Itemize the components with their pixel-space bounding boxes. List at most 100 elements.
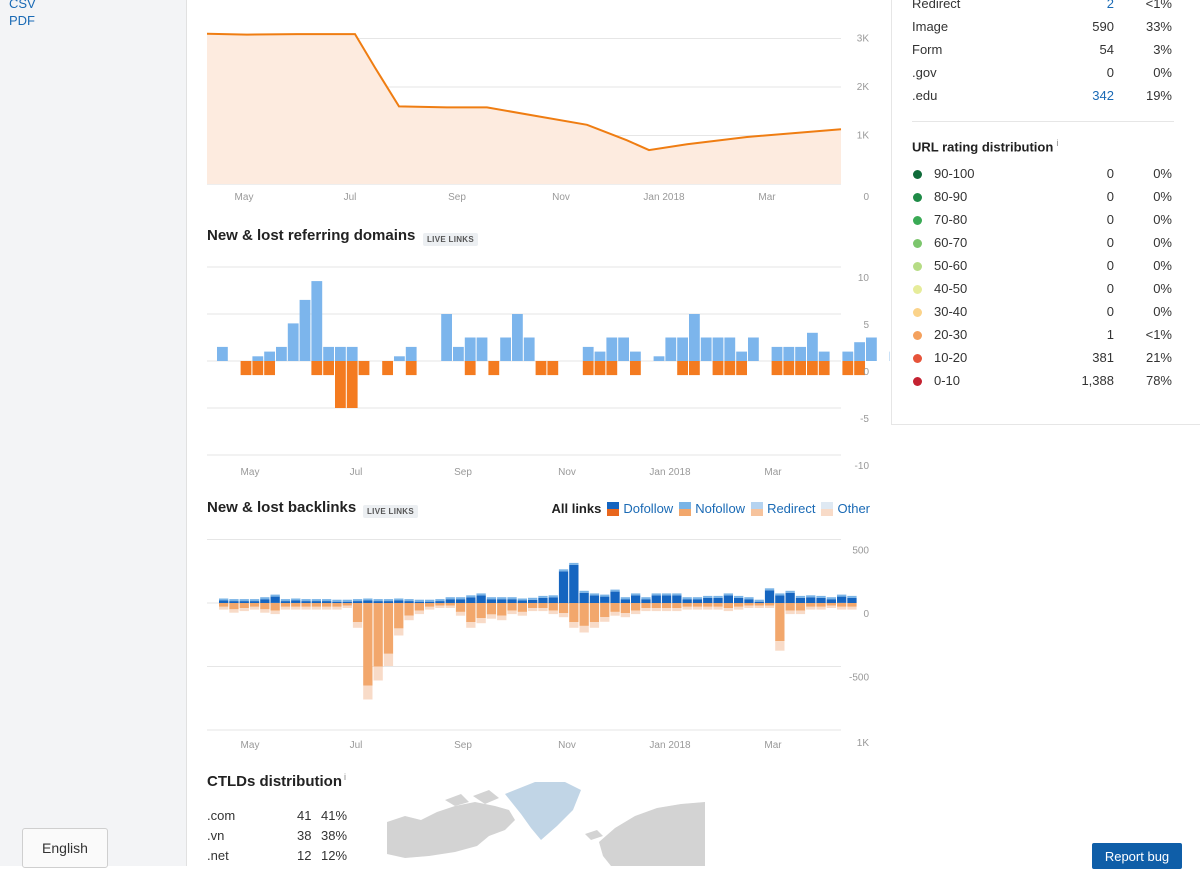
map-greenland[interactable] <box>505 782 581 840</box>
legend-redirect-label: Redirect <box>767 501 815 516</box>
rating-count: 1,388 <box>1081 373 1114 388</box>
bar-new <box>343 602 352 603</box>
x-tick-label: Sep <box>448 192 466 203</box>
rating-pct: <1% <box>1146 327 1172 342</box>
rating-dot-icon <box>913 193 922 202</box>
bar-new-top <box>332 600 341 602</box>
bar-lost-other <box>734 607 743 610</box>
bar-lost-other <box>631 611 640 615</box>
bar-lost <box>241 361 252 375</box>
bar-new <box>559 571 568 603</box>
language-button[interactable]: English <box>22 828 108 868</box>
bar-new <box>713 598 722 603</box>
rating-pct: 0% <box>1153 258 1172 273</box>
rating-dot-icon <box>913 308 922 317</box>
bar-new <box>713 338 724 362</box>
bar-lost <box>264 361 275 375</box>
bar-new-top <box>322 599 331 601</box>
bar-new-top <box>786 591 795 593</box>
legend-nofollow[interactable]: Nofollow <box>679 501 745 516</box>
bar-new <box>630 352 641 361</box>
bar-lost <box>630 361 641 375</box>
rating-pct: 78% <box>1146 373 1172 388</box>
stat-value-link[interactable]: 342 <box>1092 88 1114 103</box>
stat-pct: 19% <box>1146 88 1172 103</box>
export-pdf-link[interactable]: PDF <box>9 13 35 28</box>
bar-new <box>842 352 853 361</box>
bar-new-top <box>415 600 424 602</box>
bar-new <box>229 601 238 603</box>
bar-lost <box>703 603 712 607</box>
bar-new <box>311 281 322 361</box>
x-tick-label: Jan 2018 <box>649 740 691 751</box>
legend-other[interactable]: Other <box>821 501 870 516</box>
bar-lost <box>683 603 692 607</box>
info-icon[interactable]: i <box>1056 138 1058 148</box>
legend-dofollow-label: Dofollow <box>623 501 673 516</box>
bar-new-top <box>703 596 712 598</box>
x-tick-label: Nov <box>558 467 576 478</box>
stat-value: 0 <box>1107 65 1114 80</box>
bar-lost-other <box>518 612 527 616</box>
bar-lost-other <box>652 608 661 611</box>
bar-new <box>288 323 299 361</box>
bar-lost-other <box>497 616 506 621</box>
bar-lost <box>347 361 358 408</box>
legend-all-links[interactable]: All links <box>551 501 601 516</box>
bar-lost <box>353 603 362 622</box>
rating-pct: 0% <box>1153 189 1172 204</box>
report-bug-button[interactable]: Report bug <box>1092 843 1182 869</box>
legend-dofollow[interactable]: Dofollow <box>607 501 673 516</box>
bar-lost-other <box>394 628 403 635</box>
stat-pct: 0% <box>1153 65 1172 80</box>
x-tick-label: Sep <box>454 467 472 478</box>
stat-pct: 3% <box>1153 42 1172 57</box>
bar-new-top <box>384 599 393 601</box>
bar-new-top <box>755 600 764 602</box>
bar-lost <box>693 603 702 607</box>
right-panel: Redirect 2 <1% Image 590 33% Form 54 3% … <box>891 0 1200 866</box>
nofollow-swatch <box>679 502 691 516</box>
left-sidebar: CSV PDF English <box>0 0 187 866</box>
ctld-tld: .vn <box>207 828 224 843</box>
x-tick-label: Jan 2018 <box>643 192 685 203</box>
bar-new-top <box>312 599 321 601</box>
ctld-title-text: CTLDs distribution <box>207 773 342 790</box>
bar-new <box>772 347 783 361</box>
info-icon[interactable]: i <box>344 772 346 782</box>
bar-new <box>783 347 794 361</box>
bar-new <box>827 599 836 603</box>
bar-new <box>260 599 269 603</box>
y-tick-label: 3K <box>857 34 870 45</box>
bar-lost-other <box>641 608 650 611</box>
bar-new <box>807 333 818 361</box>
legend-redirect[interactable]: Redirect <box>751 501 815 516</box>
stat-label: Form <box>912 42 942 57</box>
y-tick-label: 1K <box>857 738 870 749</box>
bar-new <box>500 338 511 362</box>
bar-new <box>291 601 300 604</box>
export-csv-link[interactable]: CSV <box>9 0 36 11</box>
rating-range: 30-40 <box>934 304 967 319</box>
bar-lost <box>772 361 783 375</box>
bar-new <box>580 593 589 603</box>
bar-lost <box>456 603 465 612</box>
bar-new <box>854 342 865 361</box>
bar-lost <box>783 361 794 375</box>
bar-new-top <box>600 595 609 597</box>
bar-lost-other <box>229 609 238 612</box>
stat-row-form: Form 54 3% <box>912 42 1174 65</box>
main-content: 4K3K2K1K0MayJulSepNovJan 2018Mar1050-5-1… <box>187 0 890 866</box>
bar-lost <box>827 603 836 606</box>
bar-lost-other <box>662 608 671 611</box>
y-tick-label: 2K <box>857 82 870 93</box>
map-north-america <box>387 802 515 858</box>
bar-new <box>610 592 619 603</box>
bar-lost-other <box>569 622 578 628</box>
bar-lost <box>229 603 238 609</box>
bar-lost-other <box>713 607 722 610</box>
stat-value-link[interactable]: 2 <box>1107 0 1114 11</box>
